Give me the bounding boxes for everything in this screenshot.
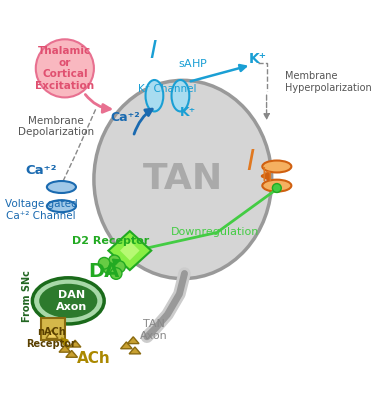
Text: K⁺: K⁺ [249, 52, 267, 66]
Circle shape [104, 262, 115, 274]
Ellipse shape [47, 200, 76, 212]
Text: Voltage gated
Ca⁺² Channel: Voltage gated Ca⁺² Channel [5, 200, 77, 221]
Polygon shape [69, 340, 81, 347]
Text: Downregulation: Downregulation [171, 228, 259, 238]
Circle shape [36, 39, 94, 98]
Polygon shape [66, 350, 78, 357]
Text: Membrane
Depolarization: Membrane Depolarization [18, 116, 94, 137]
Circle shape [98, 258, 110, 269]
Text: $\mathsf{sAHP}$: $\mathsf{sAHP}$ [178, 57, 208, 69]
Polygon shape [120, 241, 139, 260]
Ellipse shape [172, 80, 189, 112]
Text: K⁺: K⁺ [180, 106, 196, 119]
Text: $\mathsf{h}$: $\mathsf{h}$ [261, 167, 273, 185]
Polygon shape [129, 347, 141, 354]
Ellipse shape [32, 278, 104, 324]
FancyBboxPatch shape [41, 318, 65, 340]
Text: TAN
Axon: TAN Axon [140, 319, 168, 341]
Polygon shape [59, 345, 71, 352]
Text: nACh
Receptor: nACh Receptor [26, 327, 76, 348]
Text: Membrane
Hyperpolarization: Membrane Hyperpolarization [285, 71, 372, 93]
Polygon shape [128, 337, 139, 344]
Text: TAN: TAN [143, 162, 223, 196]
Ellipse shape [94, 80, 272, 279]
Text: From SNc: From SNc [22, 270, 32, 322]
Circle shape [110, 268, 122, 279]
Text: Ca⁺²: Ca⁺² [25, 164, 57, 178]
Circle shape [108, 255, 120, 267]
Polygon shape [108, 231, 151, 270]
Text: DAN
Axon: DAN Axon [56, 290, 87, 312]
Ellipse shape [262, 180, 291, 192]
Ellipse shape [39, 284, 97, 318]
Circle shape [272, 184, 281, 192]
Ellipse shape [47, 181, 76, 193]
Text: ACh: ACh [77, 352, 111, 366]
Polygon shape [46, 330, 58, 338]
Polygon shape [121, 342, 132, 349]
Text: K⁺ Channel: K⁺ Channel [138, 84, 197, 94]
Circle shape [114, 261, 125, 272]
Ellipse shape [146, 80, 163, 112]
Text: Ca⁺²: Ca⁺² [110, 112, 140, 124]
Text: DA: DA [89, 262, 120, 281]
Text: Thalamic
or
Cortical
Excitation: Thalamic or Cortical Excitation [35, 46, 94, 91]
Ellipse shape [262, 160, 291, 172]
Text: D2 Receptor: D2 Receptor [72, 236, 150, 246]
Text: $I$: $I$ [149, 39, 157, 63]
Text: $I$: $I$ [246, 149, 256, 176]
